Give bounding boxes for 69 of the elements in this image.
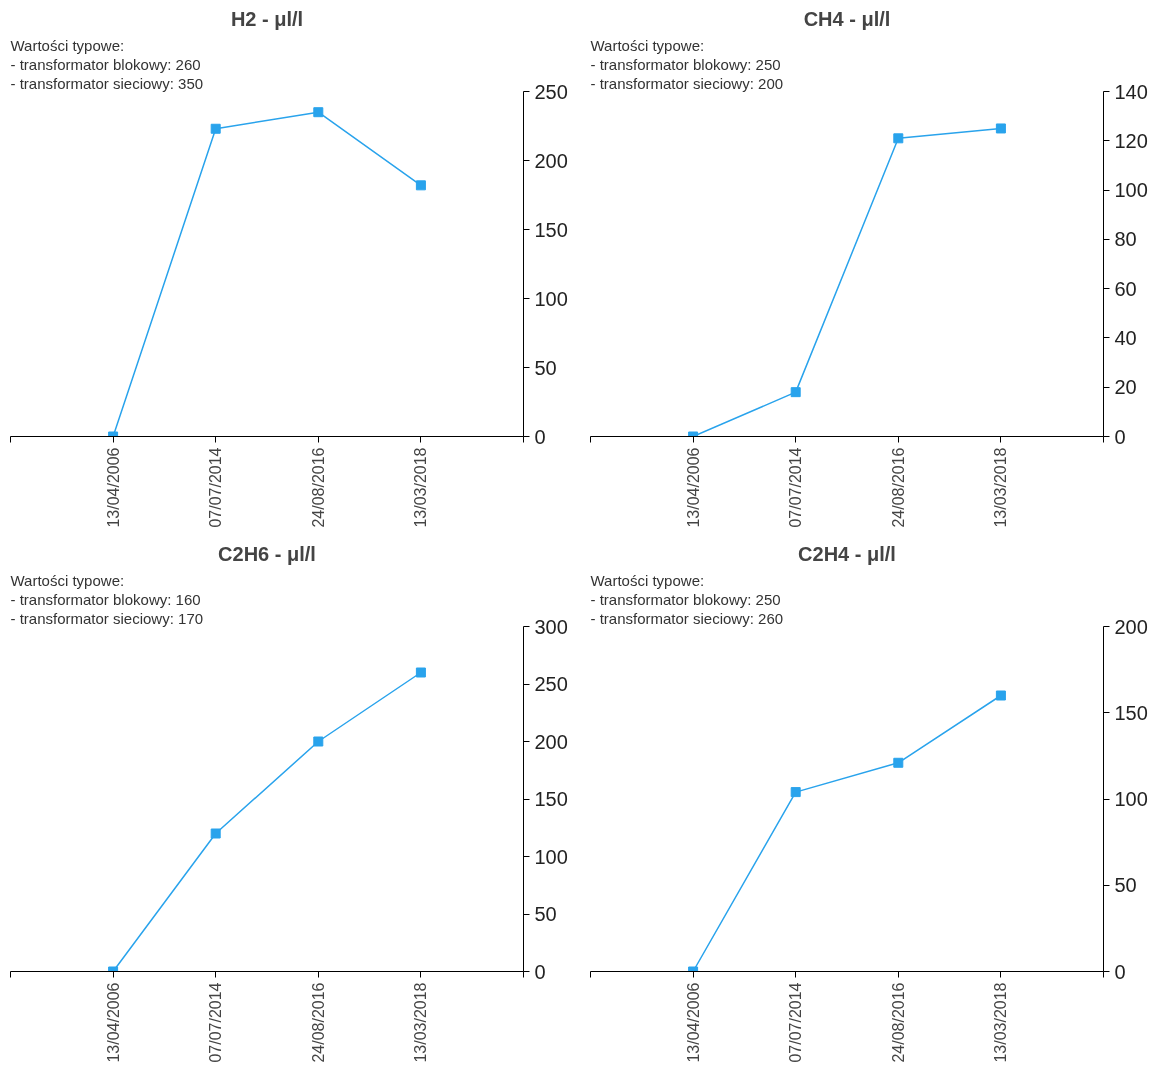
point [415,180,426,191]
x-tick-label: 07/07/2014 [787,447,805,528]
annotation: - transformator sieciowy: 200 [590,74,784,92]
annotation: - transformator sieciowy: 260 [590,609,784,627]
y-tick-label: 150 [1114,701,1148,724]
x-tick-label: 07/07/2014 [207,982,225,1063]
x-tick-label: 24/08/2016 [889,982,907,1063]
point [995,123,1006,134]
x-tick-label: 13/04/2006 [684,982,702,1063]
x-tick-label: 13/04/2006 [684,447,702,528]
text: Wartości typowe: [590,36,705,54]
x-tick-label: 24/08/2016 [309,447,327,528]
y-tick-label: 0 [1114,960,1126,983]
y-tick-label: 40 [1114,326,1137,349]
y-tick-label: 120 [1114,129,1148,152]
point [893,757,904,768]
y-tick-label: 50 [534,356,557,379]
text: Wartości typowe: [10,36,125,54]
y-tick-label: 0 [1114,425,1126,448]
text: - transformator sieciowy: 170 [10,609,204,627]
y-tick-label: 20 [1114,376,1137,399]
y-tick-label: 100 [534,845,568,868]
y-tick-label: 300 [534,615,568,638]
x-tick-label: 07/07/2014 [787,982,805,1063]
y-tick-label: 150 [534,788,568,810]
y-tick-label: 100 [1114,788,1148,810]
point [790,787,801,798]
point [415,667,426,678]
point [210,828,221,839]
x-tick-label: 24/08/2016 [309,982,327,1063]
y-tick-label: 140 [1114,80,1148,103]
point [210,123,221,134]
y-tick-label: 250 [534,673,568,695]
chart-title: C2H6 - μl/l [218,542,316,565]
y-tick-label: 80 [1114,228,1137,251]
x-tick-label: 13/03/2018 [992,982,1010,1063]
y-tick-label: 200 [534,730,568,753]
y-tick-label: 250 [534,80,568,103]
x-tick-label: 13/04/2006 [104,982,122,1063]
y-tick-label: 0 [534,425,546,448]
point [995,690,1006,701]
point [893,133,904,144]
x-tick-label: 13/03/2018 [992,447,1010,528]
chart-title: CH4 - μl/l [803,7,891,30]
x-tick-label: 13/03/2018 [412,447,430,528]
y-tick-label: 200 [1114,615,1148,638]
text: - transformator blokowy: 260 [10,55,201,73]
y-tick-label: 150 [534,218,568,241]
y-tick-label: 100 [1114,179,1148,202]
point [313,736,324,747]
x-tick-label: 13/03/2018 [412,982,430,1063]
x-tick-label: 24/08/2016 [889,447,907,528]
text: - transformator blokowy: 250 [590,55,781,73]
y-tick-label: 60 [1114,277,1137,300]
annotation: - transformator sieciowy: 350 [10,74,204,92]
text: - transformator blokowy: 250 [590,590,781,608]
chart-title: C2H4 - μl/l [798,542,896,565]
text: Wartości typowe: [10,571,125,589]
y-tick-label: 50 [534,903,557,925]
x-tick-label: 07/07/2014 [207,447,225,528]
point [313,107,324,118]
text: Wartości typowe: [590,571,705,589]
y-tick-label: 0 [534,960,546,983]
y-tick-label: 200 [534,149,568,172]
y-tick-label: 50 [1114,874,1137,897]
chart-title: H2 - μl/l [230,7,304,30]
y-tick-label: 100 [534,287,568,310]
x-tick-label: 13/04/2006 [104,447,122,528]
text: - transformator blokowy: 160 [10,590,201,608]
